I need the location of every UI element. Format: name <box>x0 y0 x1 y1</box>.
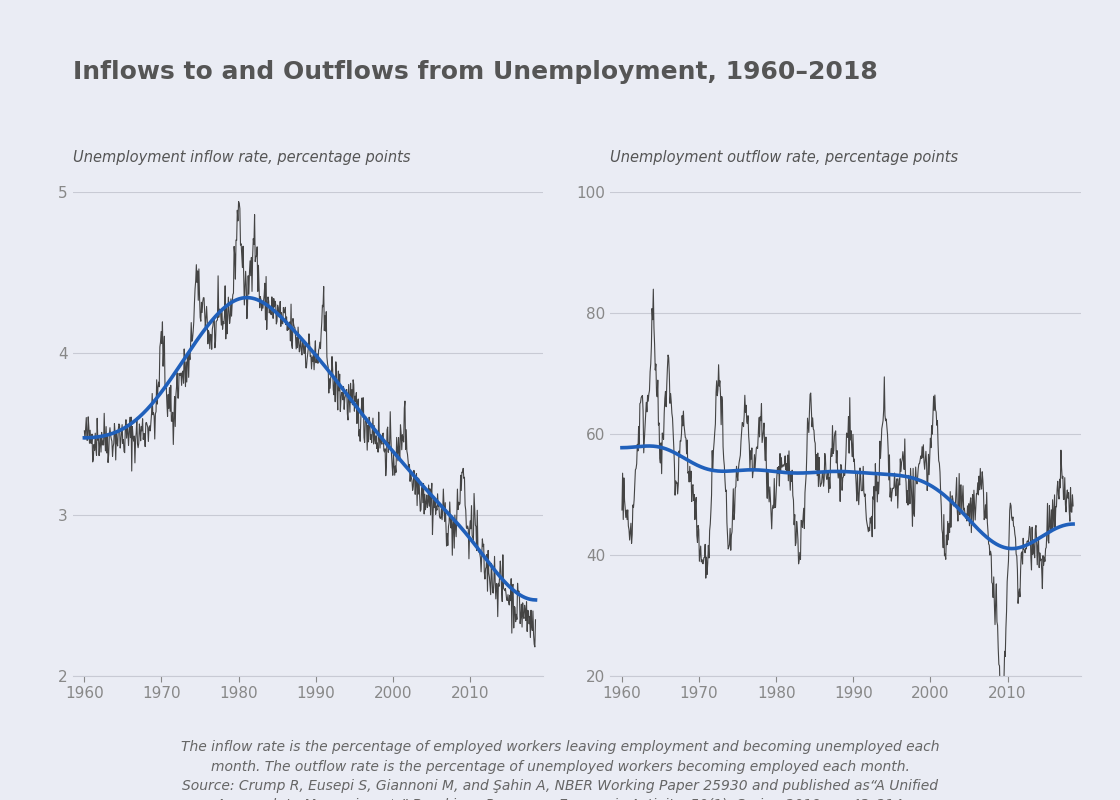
Text: The inflow rate is the percentage of employed workers leaving employment and bec: The inflow rate is the percentage of emp… <box>180 740 940 800</box>
Text: Unemployment outflow rate, percentage points: Unemployment outflow rate, percentage po… <box>610 150 959 166</box>
Text: Unemployment inflow rate, percentage points: Unemployment inflow rate, percentage poi… <box>73 150 410 166</box>
Text: Inflows to and Outflows from Unemployment, 1960–2018: Inflows to and Outflows from Unemploymen… <box>73 60 878 84</box>
